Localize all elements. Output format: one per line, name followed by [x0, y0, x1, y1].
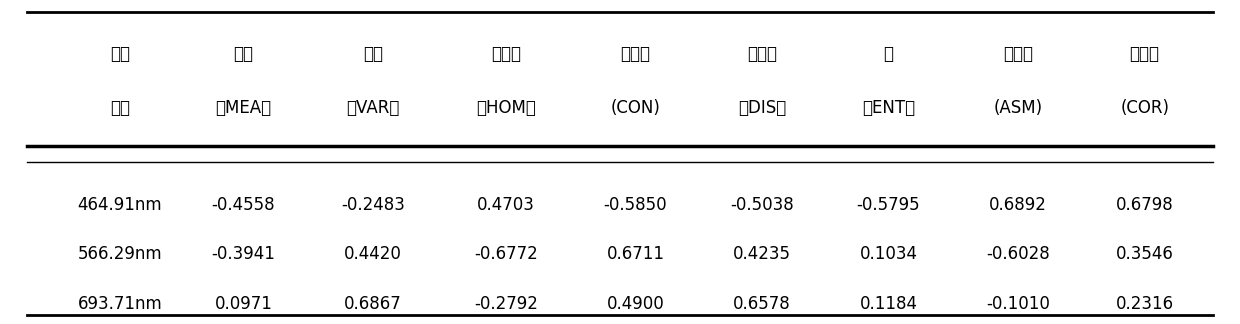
- Text: 敏感: 敏感: [110, 45, 130, 63]
- Text: 相关性: 相关性: [1130, 45, 1159, 63]
- Text: 0.4900: 0.4900: [606, 295, 665, 313]
- Text: 相异性: 相异性: [746, 45, 777, 63]
- Text: 464.91nm: 464.91nm: [78, 196, 162, 214]
- Text: -0.5038: -0.5038: [730, 196, 794, 214]
- Text: 0.4420: 0.4420: [345, 245, 402, 263]
- Text: (COR): (COR): [1120, 99, 1169, 117]
- Text: 0.6798: 0.6798: [1116, 196, 1173, 214]
- Text: 0.6711: 0.6711: [606, 245, 665, 263]
- Text: 二阶矩: 二阶矩: [1003, 45, 1033, 63]
- Text: 0.6578: 0.6578: [733, 295, 791, 313]
- Text: （ENT）: （ENT）: [862, 99, 915, 117]
- Text: -0.6772: -0.6772: [474, 245, 538, 263]
- Text: 0.1184: 0.1184: [859, 295, 918, 313]
- Text: （HOM）: （HOM）: [476, 99, 536, 117]
- Text: -0.2792: -0.2792: [474, 295, 538, 313]
- Text: 0.6867: 0.6867: [345, 295, 402, 313]
- Text: -0.1010: -0.1010: [986, 295, 1050, 313]
- Text: 0.4235: 0.4235: [733, 245, 791, 263]
- Text: （VAR）: （VAR）: [346, 99, 399, 117]
- Text: (CON): (CON): [610, 99, 661, 117]
- Text: -0.6028: -0.6028: [986, 245, 1050, 263]
- Text: (ASM): (ASM): [993, 99, 1043, 117]
- Text: -0.5850: -0.5850: [604, 196, 667, 214]
- Text: 波长: 波长: [110, 99, 130, 117]
- Text: 0.0971: 0.0971: [215, 295, 273, 313]
- Text: -0.3941: -0.3941: [212, 245, 275, 263]
- Text: （MEA）: （MEA）: [216, 99, 272, 117]
- Text: 熵: 熵: [883, 45, 894, 63]
- Text: 0.2316: 0.2316: [1116, 295, 1174, 313]
- Text: 0.6892: 0.6892: [990, 196, 1047, 214]
- Text: 0.4703: 0.4703: [477, 196, 534, 214]
- Text: 同质性: 同质性: [491, 45, 521, 63]
- Text: 对比度: 对比度: [620, 45, 651, 63]
- Text: 0.1034: 0.1034: [859, 245, 918, 263]
- Text: 566.29nm: 566.29nm: [78, 245, 162, 263]
- Text: 中值: 中值: [233, 45, 253, 63]
- Text: -0.2483: -0.2483: [341, 196, 405, 214]
- Text: 693.71nm: 693.71nm: [78, 295, 162, 313]
- Text: （DIS）: （DIS）: [738, 99, 786, 117]
- Text: -0.4558: -0.4558: [212, 196, 275, 214]
- Text: 方差: 方差: [363, 45, 383, 63]
- Text: 0.3546: 0.3546: [1116, 245, 1173, 263]
- Text: -0.5795: -0.5795: [857, 196, 920, 214]
